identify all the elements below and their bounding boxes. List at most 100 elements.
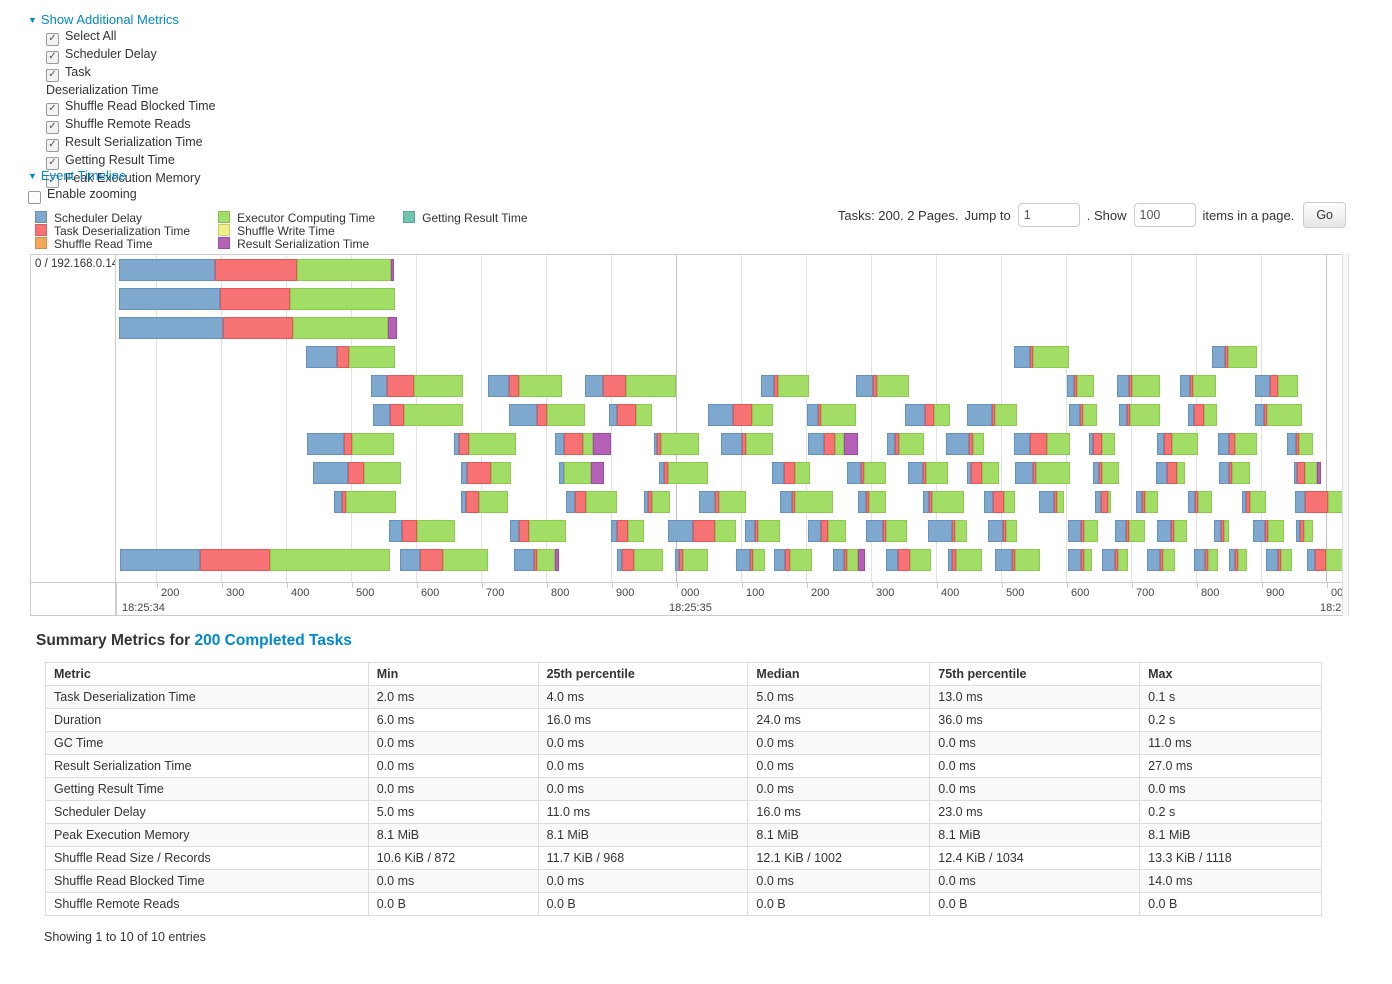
task-bar[interactable] [1157,433,1198,455]
go-button[interactable]: Go [1303,202,1346,228]
task-bar[interactable] [611,520,644,542]
task-bar[interactable] [847,462,886,484]
task-bar[interactable] [509,404,585,426]
task-bar[interactable] [1219,462,1250,484]
task-bar[interactable] [454,433,516,455]
task-bar[interactable] [1039,491,1064,513]
task-bar[interactable] [1180,375,1216,397]
task-bar[interactable] [1147,549,1175,571]
task-bar[interactable] [984,491,1015,513]
task-bar[interactable] [908,462,948,484]
task-bar[interactable] [887,433,924,455]
task-bar[interactable] [119,317,397,339]
task-bar[interactable] [886,549,931,571]
task-bar[interactable] [1188,404,1217,426]
task-bar[interactable] [1095,491,1111,513]
task-bar[interactable] [1255,404,1302,426]
task-bar[interactable] [1295,491,1349,513]
task-bar[interactable] [967,404,1017,426]
task-bar[interactable] [1218,433,1257,455]
checkbox-select-all[interactable]: ✓ Select All [46,28,216,46]
task-bar[interactable] [313,462,401,484]
task-bar[interactable] [1194,549,1218,571]
task-bar[interactable] [1093,462,1119,484]
task-bar[interactable] [555,433,611,455]
task-bar[interactable] [1212,346,1257,368]
task-bar[interactable] [119,259,394,281]
task-bar[interactable] [807,404,856,426]
task-bar[interactable] [1068,520,1098,542]
event-timeline-toggle[interactable]: ▼ Event Timeline [28,168,126,183]
task-bar[interactable] [1255,375,1298,397]
task-bar[interactable] [780,491,833,513]
task-bar[interactable] [371,375,463,397]
task-bar[interactable] [1068,549,1092,571]
task-bar[interactable] [1117,375,1160,397]
task-bar[interactable] [644,491,670,513]
task-bar[interactable] [808,520,846,542]
task-bar[interactable] [1102,549,1128,571]
enable-zooming-checkbox[interactable]: ✓Enable zooming [28,187,137,204]
task-bar[interactable] [1157,520,1187,542]
task-bar[interactable] [566,491,617,513]
task-bar[interactable] [307,433,394,455]
task-bar[interactable] [1136,491,1158,513]
task-bar[interactable] [923,491,964,513]
task-bar[interactable] [708,404,773,426]
task-bar[interactable] [488,375,562,397]
page-size-input[interactable] [1133,203,1196,227]
task-bar[interactable] [119,288,395,310]
checkbox-getting-result-time[interactable]: ✓ Getting Result Time [46,152,216,170]
task-bar[interactable] [654,433,699,455]
task-bar[interactable] [995,549,1040,571]
task-bar[interactable] [772,462,810,484]
task-bar[interactable] [461,491,508,513]
task-bar[interactable] [1214,520,1229,542]
task-bar[interactable] [948,549,982,571]
task-bar[interactable] [761,375,809,397]
task-bar[interactable] [1229,549,1247,571]
task-bar[interactable] [721,433,773,455]
task-bar[interactable] [559,462,604,484]
completed-tasks-link[interactable]: 200 Completed Tasks [194,632,352,649]
task-bar[interactable] [373,404,463,426]
task-bar[interactable] [988,520,1017,542]
task-bar[interactable] [866,520,907,542]
task-bar[interactable] [745,520,780,542]
task-bar[interactable] [856,375,909,397]
task-bar[interactable] [668,520,736,542]
task-bar[interactable] [334,491,396,513]
task-bar[interactable] [514,549,559,571]
checkbox-peak-execution-memory[interactable]: ✓ Peak Execution Memory [46,170,216,188]
task-bar[interactable] [585,375,676,397]
task-bar[interactable] [1115,520,1145,542]
task-bar[interactable] [389,520,455,542]
task-bar[interactable] [858,491,886,513]
task-bar[interactable] [659,462,708,484]
task-bar[interactable] [1296,520,1313,542]
task-bar[interactable] [946,433,984,455]
task-bar[interactable] [400,549,488,571]
task-bar[interactable] [1266,549,1292,571]
task-bar[interactable] [833,549,865,571]
task-bar[interactable] [1014,433,1070,455]
checkbox-result-serialization-time[interactable]: ✓ Result Serialization Time [46,134,216,152]
task-bar[interactable] [306,346,395,368]
task-bar[interactable] [510,520,566,542]
checkbox-shuffle-read-blocked-time[interactable]: ✓ Shuffle Read Blocked Time [46,98,216,116]
task-bar[interactable] [736,549,765,571]
task-bar[interactable] [699,491,746,513]
task-bar[interactable] [1119,404,1160,426]
task-bar[interactable] [617,549,663,571]
task-bar[interactable] [120,549,390,571]
task-bar[interactable] [675,549,708,571]
vertical-scrollbar[interactable] [1342,254,1349,616]
task-bar[interactable] [609,404,652,426]
task-bar[interactable] [1294,462,1321,484]
task-bar[interactable] [1069,404,1097,426]
task-bar[interactable] [1067,375,1094,397]
task-bar[interactable] [461,462,511,484]
task-bar[interactable] [1014,346,1069,368]
task-bar[interactable] [774,549,812,571]
task-bar[interactable] [905,404,950,426]
